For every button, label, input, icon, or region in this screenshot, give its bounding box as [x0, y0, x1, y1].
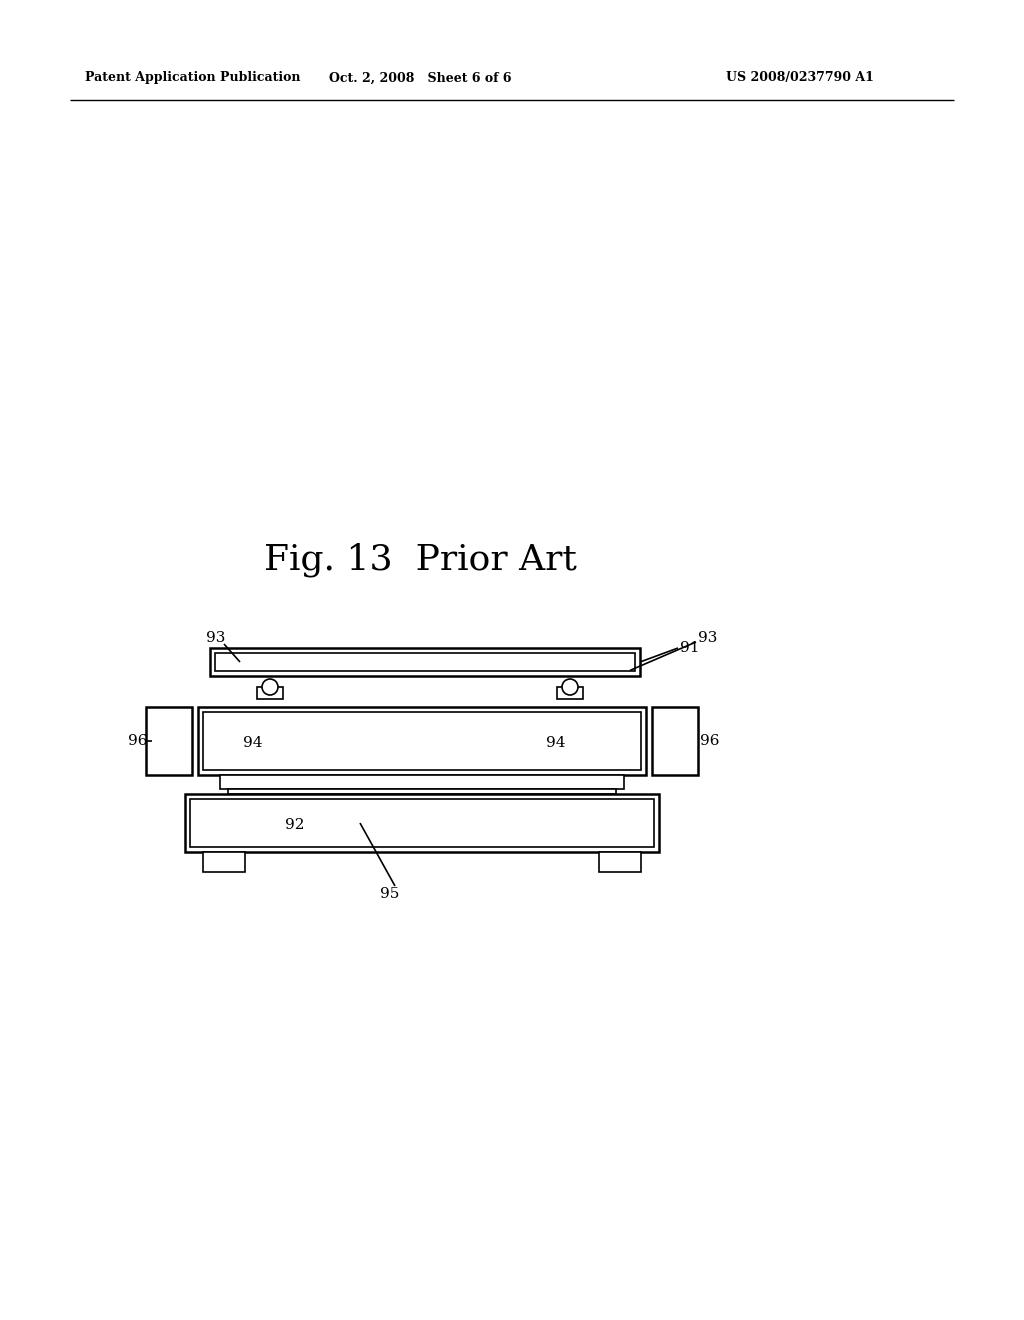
Text: 94: 94 — [244, 737, 263, 750]
Text: Patent Application Publication: Patent Application Publication — [85, 71, 300, 84]
Text: 96: 96 — [128, 734, 147, 748]
Bar — [146, 708, 193, 775]
Text: 92: 92 — [286, 818, 305, 832]
Bar — [557, 686, 583, 700]
Bar — [257, 686, 283, 700]
Text: 91: 91 — [680, 642, 699, 655]
Text: 93: 93 — [206, 631, 225, 645]
Bar — [198, 708, 646, 775]
Bar — [203, 851, 245, 873]
Text: 94: 94 — [546, 737, 565, 750]
Bar — [210, 648, 640, 676]
Bar — [599, 851, 641, 873]
Text: 96: 96 — [700, 734, 720, 748]
Text: Oct. 2, 2008   Sheet 6 of 6: Oct. 2, 2008 Sheet 6 of 6 — [329, 71, 511, 84]
Bar — [203, 711, 641, 770]
Circle shape — [562, 678, 578, 696]
Text: US 2008/0237790 A1: US 2008/0237790 A1 — [726, 71, 873, 84]
Text: Fig. 13  Prior Art: Fig. 13 Prior Art — [263, 543, 577, 577]
Circle shape — [262, 678, 278, 696]
Bar — [215, 653, 635, 671]
Bar — [220, 775, 624, 789]
Bar — [652, 708, 698, 775]
Bar — [190, 799, 654, 847]
Bar — [185, 795, 659, 851]
Text: 93: 93 — [698, 631, 718, 645]
Bar — [228, 789, 616, 795]
Text: 95: 95 — [380, 887, 399, 902]
